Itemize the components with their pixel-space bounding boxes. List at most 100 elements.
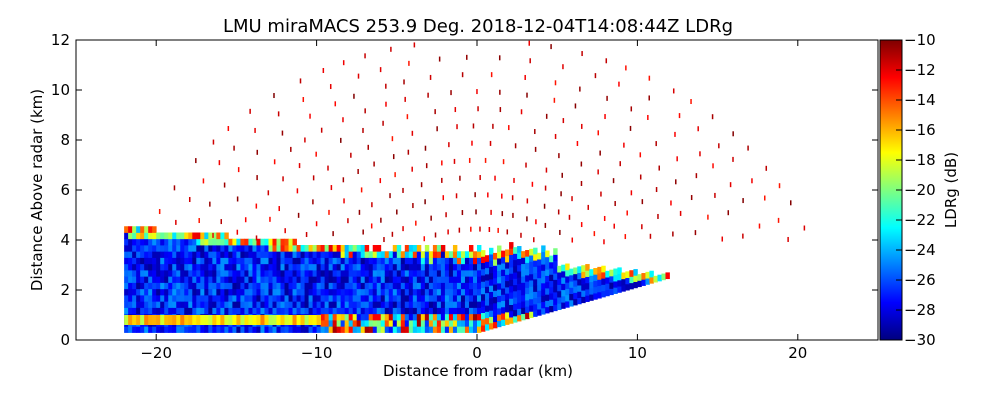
echo-cell: [232, 276, 237, 283]
sparse-echo: [528, 40, 531, 46]
sparse-echo: [498, 55, 501, 61]
echo-cell: [260, 245, 265, 252]
colorbar-tick-label: −16: [904, 121, 936, 139]
echo-cell: [304, 307, 309, 315]
echo-cell: [541, 257, 546, 265]
echo-cell: [416, 263, 422, 271]
sparse-echo: [371, 202, 373, 208]
echo-cell: [192, 326, 197, 333]
echo-cell: [316, 276, 322, 283]
echo-cell: [460, 288, 466, 296]
sparse-echo: [732, 156, 734, 162]
echo-cell: [224, 288, 229, 296]
echo-cell: [452, 313, 458, 321]
echo-cell: [376, 301, 382, 308]
echo-cell: [248, 295, 253, 302]
echo-cell: [148, 226, 153, 233]
echo-cell: [296, 307, 301, 315]
echo-cell: [332, 288, 338, 296]
echo-cell: [188, 232, 193, 240]
echo-cell: [436, 257, 442, 265]
echo-cell: [521, 282, 526, 290]
y-axis-label: Distance Above radar (km): [28, 89, 46, 291]
echo-cell: [176, 307, 181, 315]
echo-cell: [464, 288, 470, 296]
echo-cell: [152, 226, 157, 233]
echo-cell: [244, 301, 249, 308]
echo-cell: [128, 226, 133, 233]
echo-cell: [244, 251, 249, 258]
echo-cell: [348, 295, 354, 302]
echo-cell: [132, 226, 137, 233]
echo-cell: [308, 251, 313, 258]
echo-cell: [493, 321, 498, 329]
sparse-echo: [342, 60, 345, 66]
echo-cell: [489, 310, 494, 317]
echo-cell: [424, 288, 430, 296]
sparse-echo: [362, 229, 364, 235]
ground-band-cell: [248, 315, 253, 325]
echo-cell: [272, 295, 277, 302]
echo-cell: [460, 326, 466, 333]
echo-cell: [344, 257, 350, 265]
echo-cell: [304, 263, 309, 271]
echo-cell: [505, 249, 510, 257]
sparse-echo: [367, 144, 370, 150]
echo-cell: [280, 270, 285, 277]
echo-cell: [232, 301, 237, 308]
echo-cell: [276, 251, 281, 258]
echo-cell: [549, 255, 554, 263]
echo-cell: [557, 272, 562, 279]
echo-cell: [308, 307, 313, 315]
echo-cell: [124, 270, 129, 277]
ground-band-cell: [244, 315, 249, 325]
echo-cell: [220, 282, 225, 290]
echo-cell: [424, 320, 430, 327]
echo-cell: [352, 307, 358, 315]
echo-cell: [456, 295, 462, 302]
echo-cell: [196, 257, 201, 265]
echo-cell: [208, 276, 213, 283]
echo-cell: [392, 313, 398, 321]
echo-cell: [481, 300, 486, 307]
echo-cell: [456, 320, 462, 327]
echo-cell: [164, 251, 169, 258]
echo-cell: [428, 257, 434, 265]
echo-cell: [328, 295, 334, 302]
sparse-echo: [699, 151, 701, 157]
echo-cell: [232, 257, 237, 265]
echo-cell: [380, 326, 386, 333]
echo-cell: [464, 270, 470, 277]
echo-cell: [460, 251, 466, 258]
sparse-echo: [742, 233, 744, 239]
echo-cell: [184, 257, 189, 265]
echo-cell: [513, 284, 518, 292]
echo-cell: [252, 257, 257, 265]
sparse-echo: [576, 141, 579, 147]
sparse-echo: [382, 120, 384, 126]
echo-cell: [288, 257, 293, 265]
echo-cell: [352, 282, 358, 290]
echo-cell: [316, 282, 322, 290]
echo-cell: [320, 295, 326, 302]
echo-cell: [248, 245, 253, 252]
echo-cell: [188, 245, 193, 252]
echo-cell: [372, 276, 378, 283]
sparse-echo: [188, 197, 191, 203]
echo-cell: [597, 273, 602, 280]
sparse-echo: [571, 237, 574, 243]
echo-cell: [529, 280, 534, 287]
echo-cell: [324, 288, 330, 296]
echo-cell: [348, 307, 354, 315]
echo-cell: [477, 270, 482, 277]
echo-cell: [517, 296, 522, 303]
echo-cell: [404, 270, 410, 277]
echo-cell: [472, 282, 478, 290]
echo-cell: [452, 295, 458, 302]
echo-cell: [352, 276, 358, 283]
echo-cell: [364, 326, 370, 333]
sparse-echo: [641, 224, 643, 230]
echo-cell: [248, 238, 253, 246]
sparse-echo: [347, 218, 349, 224]
echo-cell: [477, 326, 482, 333]
